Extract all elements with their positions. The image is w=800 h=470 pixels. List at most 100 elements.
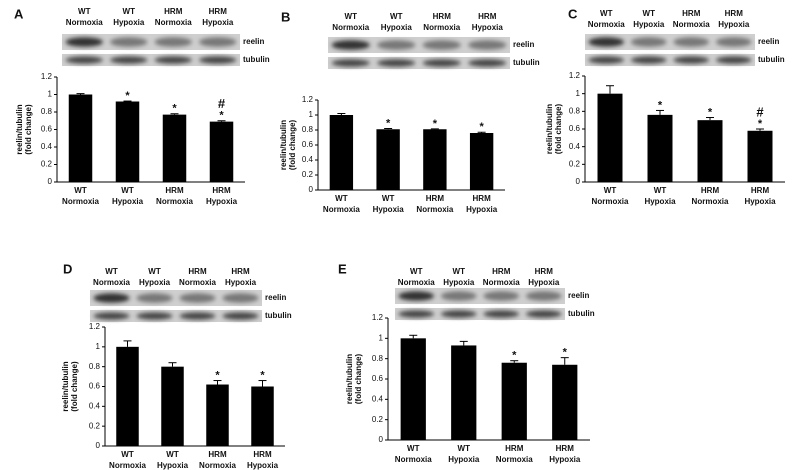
panel-label: E xyxy=(338,261,347,276)
y-tick-label: 1 xyxy=(576,89,581,98)
significance-star: * xyxy=(386,117,391,129)
y-tick-label: 0.8 xyxy=(41,107,53,116)
y-axis-label: (fold change) xyxy=(554,104,563,155)
y-tick-label: 0.8 xyxy=(89,362,101,371)
lane-label: HRM Hypoxia xyxy=(718,9,750,29)
blot-band xyxy=(110,56,148,64)
blot-band xyxy=(468,40,507,50)
y-tick-label: 0.8 xyxy=(372,354,384,363)
blot-band xyxy=(179,312,216,320)
blot-band xyxy=(377,59,416,67)
x-tick-label: HRM Hypoxia xyxy=(247,450,279,470)
y-axis-label: reelin/tubulin xyxy=(61,361,70,411)
blot-band xyxy=(468,59,507,67)
lane-label: WT Hypoxia xyxy=(139,267,171,287)
bar xyxy=(376,129,400,190)
y-tick-label: 0.8 xyxy=(302,125,314,134)
blot-band xyxy=(673,37,710,47)
blot-band xyxy=(588,37,625,47)
blot-band xyxy=(715,56,752,64)
lane-label: WT Normoxia xyxy=(398,267,435,287)
significance-star: * xyxy=(260,369,265,381)
y-axis-label: (fold change) xyxy=(288,120,297,171)
blot-band xyxy=(199,56,237,64)
blot-band xyxy=(398,291,435,301)
blot-label: tubulin xyxy=(243,55,270,64)
bar xyxy=(116,346,139,446)
bar xyxy=(469,133,494,190)
x-tick-label: WT Hypoxia xyxy=(112,186,144,206)
blot-band xyxy=(377,40,416,50)
blot-band xyxy=(483,310,520,318)
lane-label: WT Normoxia xyxy=(66,7,103,27)
y-tick-label: 0 xyxy=(576,177,581,186)
significance-star: * xyxy=(125,90,130,102)
panel-label: D xyxy=(63,261,72,276)
y-tick-label: 0.2 xyxy=(302,170,314,179)
bar xyxy=(68,94,93,182)
y-tick-label: 0.6 xyxy=(41,125,53,134)
bar xyxy=(209,121,234,182)
blot-background xyxy=(395,308,565,320)
x-tick-label: WT Normoxia xyxy=(323,194,360,214)
significance-star: * xyxy=(758,118,763,130)
blot-band xyxy=(199,37,237,47)
blot-band xyxy=(588,56,625,64)
y-tick-label: 0 xyxy=(96,441,101,450)
x-tick-label: WT Hypoxia xyxy=(448,444,480,464)
blot-label: tubulin xyxy=(513,58,540,67)
blot-band xyxy=(136,293,173,303)
x-tick-label: WT Normoxia xyxy=(109,450,146,470)
blot-band xyxy=(525,291,562,301)
significance-hash: # xyxy=(218,96,226,111)
x-tick-label: HRM Normoxia xyxy=(156,186,193,206)
y-axis-label: reelin/tubulin xyxy=(545,104,554,154)
lane-label: WT Hypoxia xyxy=(113,7,145,27)
blot-band xyxy=(222,312,259,320)
x-tick-label: HRM Normoxia xyxy=(199,450,236,470)
bar xyxy=(161,366,184,446)
x-tick-label: HRM Normoxia xyxy=(692,186,729,206)
blot-background xyxy=(90,290,262,306)
y-tick-label: 1 xyxy=(309,110,314,119)
lane-label: HRM Normoxia xyxy=(155,7,192,27)
y-tick-label: 0.6 xyxy=(89,382,101,391)
y-tick-label: 0.2 xyxy=(569,159,581,168)
x-tick-label: WT Normoxia xyxy=(592,186,629,206)
x-tick-label: HRM Normoxia xyxy=(416,194,453,214)
y-tick-label: 0.6 xyxy=(569,124,581,133)
panel-label: B xyxy=(281,9,290,24)
lane-label: HRM Normoxia xyxy=(179,267,216,287)
blot-label: reelin xyxy=(513,40,534,49)
y-tick-label: 0.6 xyxy=(302,140,314,149)
blot-label: tubulin xyxy=(568,309,595,318)
y-axis-label: (fold change) xyxy=(354,354,363,405)
x-tick-label: WT Hypoxia xyxy=(157,450,189,470)
blot-background xyxy=(395,288,565,304)
blot-band xyxy=(179,293,216,303)
blot-band xyxy=(398,310,435,318)
blot-background xyxy=(585,34,755,50)
lane-label: WT Hypoxia xyxy=(633,9,665,29)
blot-band xyxy=(440,310,477,318)
lane-label: HRM Hypoxia xyxy=(202,7,234,27)
blot-background xyxy=(62,34,240,50)
y-tick-label: 0.2 xyxy=(372,415,384,424)
lane-label: HRM Normoxia xyxy=(673,9,710,29)
blot-band xyxy=(154,37,192,47)
y-tick-label: 0 xyxy=(379,435,384,444)
y-axis-label: (fold change) xyxy=(70,361,79,412)
blot-band xyxy=(65,37,103,47)
lane-label: HRM Hypoxia xyxy=(472,12,504,32)
blot-label: reelin xyxy=(243,37,264,46)
blot-band xyxy=(673,56,710,64)
x-tick-label: WT Normoxia xyxy=(395,444,432,464)
y-tick-label: 0.6 xyxy=(372,374,384,383)
blot-band xyxy=(422,59,461,67)
y-tick-label: 1.2 xyxy=(569,71,581,80)
blot-band xyxy=(154,56,192,64)
blot-band xyxy=(93,312,130,320)
bar xyxy=(747,130,773,182)
blot-band xyxy=(630,37,667,47)
